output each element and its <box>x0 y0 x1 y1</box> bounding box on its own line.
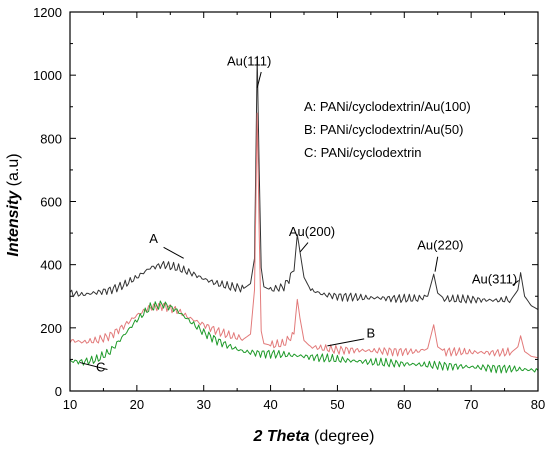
annotation-pointer <box>163 246 184 259</box>
series-line-c <box>69 300 539 374</box>
x-axis-title-unit: (degree) <box>310 428 375 445</box>
x-axis-title-emphasis: 2 Theta <box>253 428 310 445</box>
y-tick-label: 800 <box>40 131 62 146</box>
x-tick-label: 60 <box>397 397 411 412</box>
y-axis-title-unit: (a.u) <box>5 153 22 190</box>
y-tick-label: 1000 <box>33 68 62 83</box>
series-line-a <box>69 55 539 310</box>
series-layer <box>69 55 539 374</box>
legend-entry-b: B: PANi/cyclodextrin/Au(50) <box>304 122 463 137</box>
y-tick-label: 200 <box>40 321 62 336</box>
y-tick-label: 400 <box>40 258 62 273</box>
annotation-label: B <box>367 325 376 340</box>
annotations: Au(111) Au(200) Au(220) Au(311) A B C <box>79 54 519 374</box>
annotation-pointer <box>299 242 309 253</box>
x-tick-label: 10 <box>63 397 77 412</box>
annotation-label: Au(111) <box>227 54 271 69</box>
y-tick-label: 600 <box>40 195 62 210</box>
y-tick-label: 0 <box>55 384 62 399</box>
annotation-label: Au(200) <box>289 224 335 239</box>
series-line-b <box>69 112 539 359</box>
annotation-label: Au(311) <box>472 272 517 287</box>
x-tick-label: 70 <box>464 397 478 412</box>
annotation-label: C <box>96 359 105 374</box>
x-tick-label: 20 <box>130 397 144 412</box>
y-tick-label: 1200 <box>33 5 62 20</box>
annotation-pointer <box>512 280 519 286</box>
y-axis-title: Intensity (a.u) <box>5 153 22 256</box>
x-tick-label: 50 <box>330 397 344 412</box>
x-tick-label: 40 <box>263 397 277 412</box>
annotation-pointer <box>434 256 439 272</box>
legend-entry-c: C: PANi/cyclodextrin <box>304 145 422 160</box>
legend: A: PANi/cyclodextrin/Au(100) B: PANi/cyc… <box>304 99 471 160</box>
y-axis-title-emphasis: Intensity <box>5 190 22 257</box>
annotation-pointer <box>79 362 108 371</box>
annotation-pointer <box>327 338 365 347</box>
x-axis-title: 2 Theta (degree) <box>253 428 375 445</box>
annotation-label: A <box>149 231 158 246</box>
annotation-label: Au(220) <box>417 238 463 253</box>
legend-entry-a: A: PANi/cyclodextrin/Au(100) <box>304 99 471 114</box>
x-tick-label: 30 <box>196 397 210 412</box>
annotation-pointer <box>256 71 262 88</box>
x-tick-label: 80 <box>531 397 545 412</box>
